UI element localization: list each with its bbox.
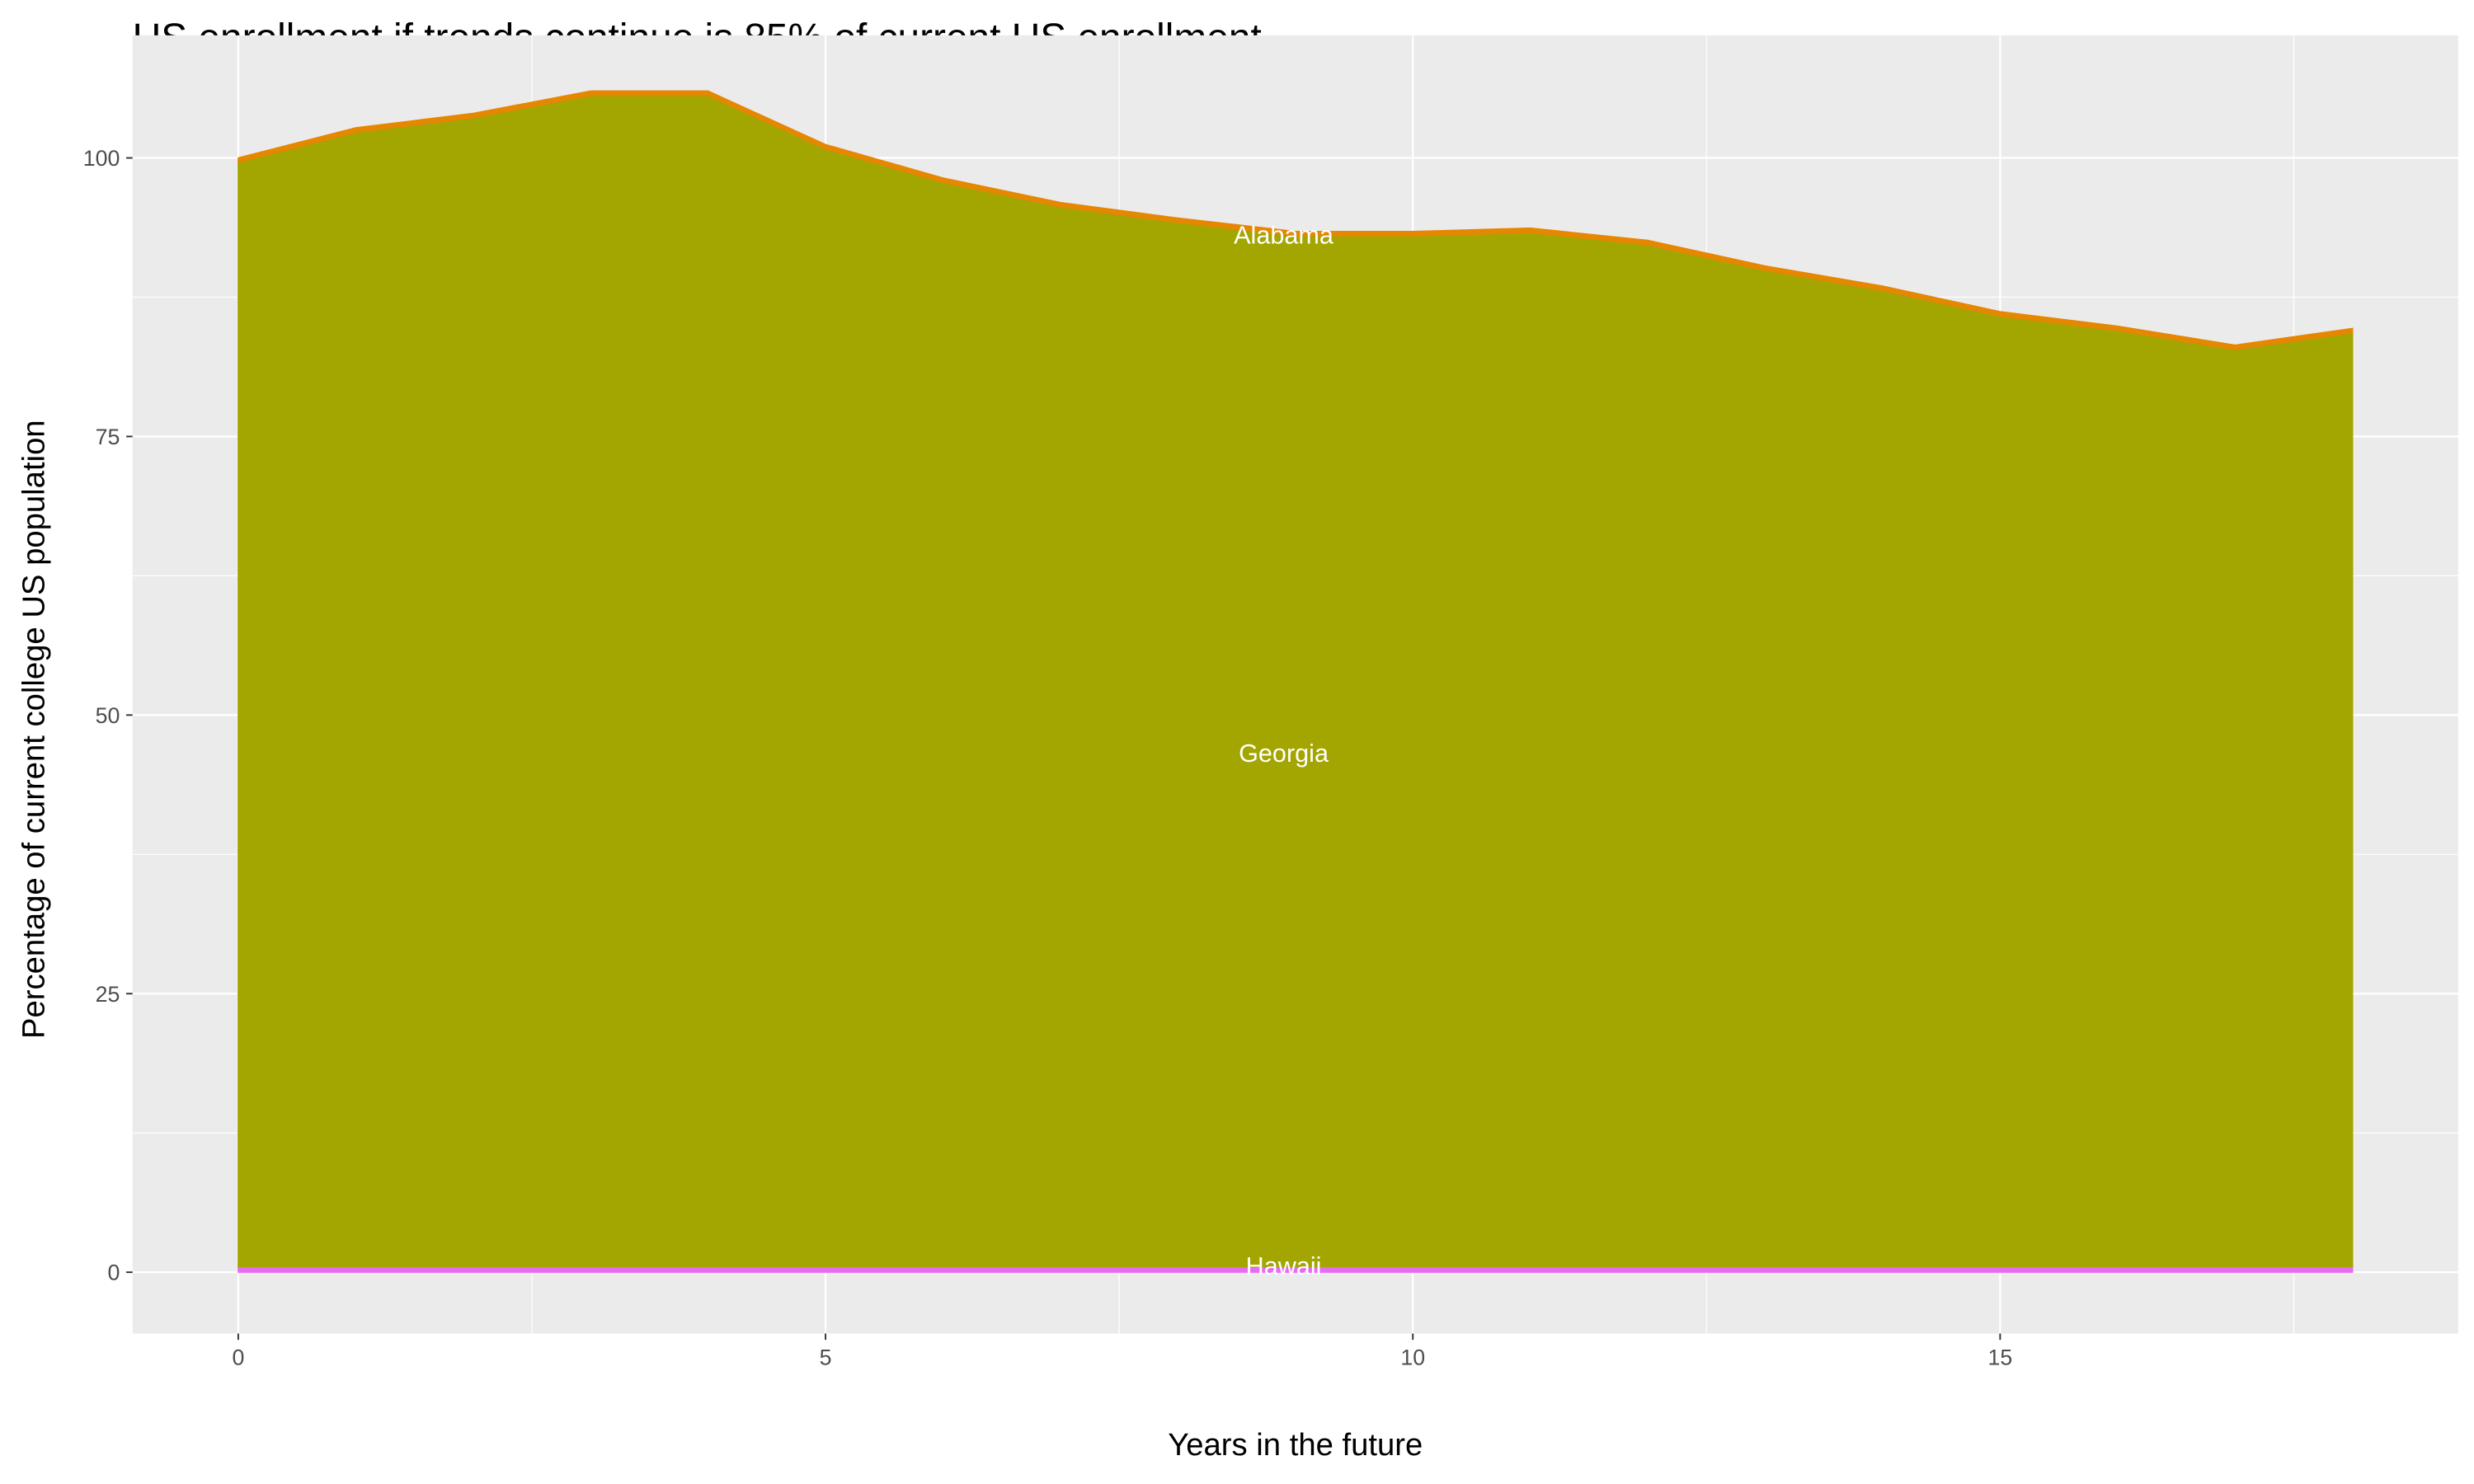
y-tick-label: 25 [96,982,120,1007]
y-tick-label: 0 [108,1261,120,1285]
x-tick-label: 5 [820,1345,832,1370]
area-label-alabama: Alabama [1234,222,1334,250]
ticks: 0 5 10 15 0 25 50 75 100 [83,146,2013,1370]
x-axis-title: Years in the future [1168,1427,1423,1463]
area-label-hawaii: Hawaii [1246,1252,1322,1280]
y-tick-label: 75 [96,425,120,449]
y-tick-label: 100 [83,146,120,171]
areas [238,90,2354,1273]
y-axis-title: Percentage of current college US populat… [16,420,52,1039]
area-labels: Alabama Georgia Hawaii [1234,222,1334,1280]
area-label-georgia: Georgia [1239,740,1329,768]
x-tick-label: 10 [1400,1345,1425,1370]
x-tick-label: 15 [1987,1345,2012,1370]
area-alabama [238,90,2354,350]
x-tick-label: 0 [232,1345,244,1370]
y-tick-label: 50 [96,703,120,728]
